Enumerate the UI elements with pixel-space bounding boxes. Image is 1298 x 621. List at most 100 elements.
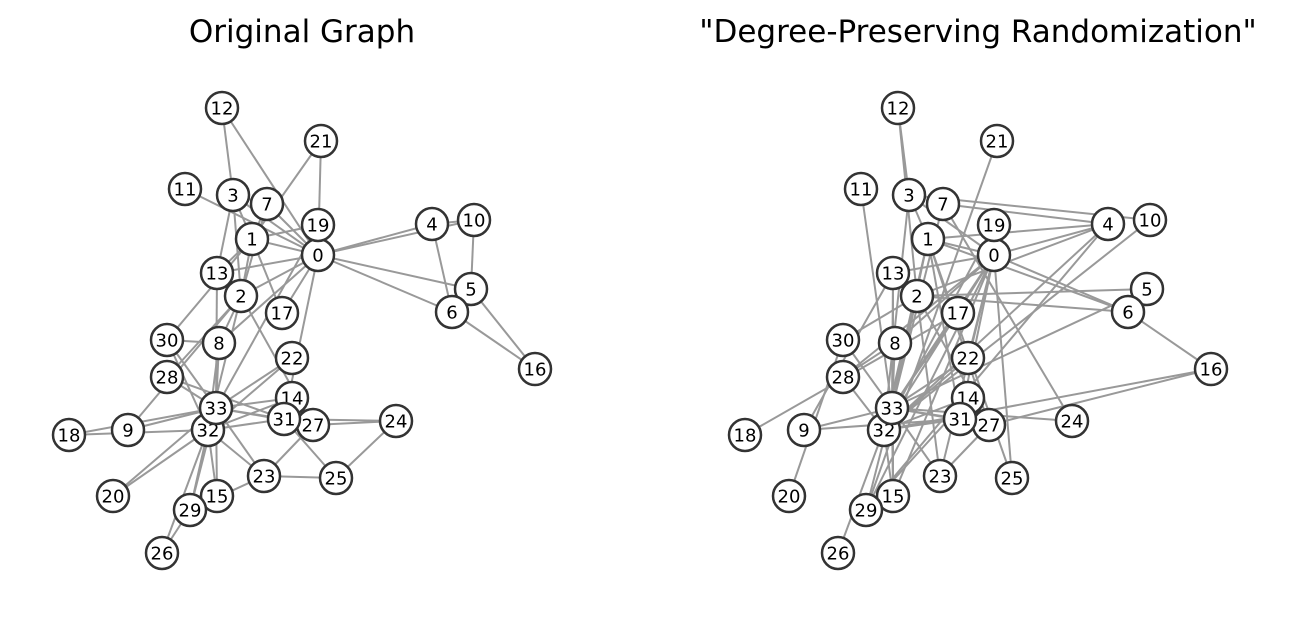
randomized-node-circle: [877, 325, 913, 361]
original-node-label: 27: [302, 416, 325, 437]
original-node-label: 30: [156, 331, 179, 352]
randomized-node-16: 16: [1193, 351, 1229, 387]
original-graph-edges: [68, 107, 536, 554]
randomized-edge-17-33: [891, 312, 959, 409]
original-node-label: 28: [156, 368, 179, 389]
randomized-node-circle: [771, 478, 807, 514]
randomized-node-circle: [899, 278, 935, 314]
randomized-node-31: 31: [942, 401, 978, 437]
original-node-label: 0: [312, 246, 323, 267]
randomized-edge-2-4: [916, 223, 1109, 297]
randomized-node-label: 29: [855, 501, 878, 522]
original-node-5: 5: [453, 271, 489, 307]
original-node-circle: [414, 206, 450, 242]
randomized-edge-1-6: [927, 238, 1129, 313]
original-node-8: 8: [201, 325, 237, 361]
original-node-circle: [199, 478, 235, 514]
randomized-node-circle: [925, 186, 961, 222]
original-node-circle: [456, 202, 492, 238]
original-edge-0-3: [232, 194, 319, 256]
original-node-circle: [144, 535, 180, 571]
randomized-node-circle: [1090, 206, 1126, 242]
randomized-node-label: 20: [778, 487, 801, 508]
randomized-node-8: 8: [877, 325, 913, 361]
randomized-node-circle: [950, 340, 986, 376]
original-node-circle: [167, 171, 203, 207]
randomized-edge-11-33: [860, 188, 893, 409]
original-node-31: 31: [266, 401, 302, 437]
randomized-node-19: 19: [976, 207, 1012, 243]
randomized-edge-21-29: [865, 140, 998, 511]
original-node-27: 27: [295, 407, 331, 443]
randomized-node-label: 3: [903, 186, 914, 207]
original-node-label: 16: [524, 360, 547, 381]
original-node-circle: [300, 207, 336, 243]
original-node-circle: [172, 492, 208, 528]
original-node-26: 26: [144, 535, 180, 571]
randomized-node-3: 3: [891, 177, 927, 213]
randomized-node-circle: [727, 417, 763, 453]
original-node-19: 19: [300, 207, 336, 243]
randomized-node-circle: [820, 535, 856, 571]
original-node-28: 28: [149, 359, 185, 395]
original-node-29: 29: [172, 492, 208, 528]
original-node-circle: [149, 359, 185, 395]
original-node-10: 10: [456, 202, 492, 238]
randomized-node-circle: [942, 401, 978, 437]
randomized-node-label: 2: [911, 287, 922, 308]
original-edge-20-32: [112, 429, 209, 497]
randomized-edge-7-24: [942, 203, 1073, 422]
randomized-node-4: 4: [1090, 206, 1126, 242]
randomized-node-30: 30: [825, 322, 861, 358]
original-node-22: 22: [274, 340, 310, 376]
randomized-edge-2-23: [916, 295, 941, 477]
original-node-label: 9: [122, 421, 133, 442]
original-node-label: 24: [385, 412, 408, 433]
randomized-edge-5-2: [916, 288, 1148, 297]
randomized-node-circle: [976, 207, 1012, 243]
original-graph-nodes: 0123456789101112131415161718192021222324…: [51, 90, 553, 571]
randomized-node-label: 13: [882, 264, 905, 285]
randomized-node-label: 25: [1001, 469, 1024, 490]
randomized-node-label: 6: [1122, 303, 1133, 324]
randomized-node-circle: [825, 359, 861, 395]
randomized-edge-1-4: [927, 223, 1109, 240]
original-node-circle: [453, 271, 489, 307]
randomized-node-22: 22: [950, 340, 986, 376]
original-node-label: 1: [246, 230, 257, 251]
original-node-18: 18: [51, 417, 87, 453]
randomized-node-circle: [979, 123, 1015, 159]
original-node-circle: [274, 340, 310, 376]
original-graph-title: Original Graph: [188, 14, 416, 50]
randomized-edge-0-3: [908, 194, 995, 256]
randomized-edge-0-28: [842, 254, 995, 378]
randomized-node-label: 21: [986, 132, 1009, 153]
randomized-edge-4-32: [883, 223, 1109, 431]
randomized-node-2: 2: [899, 278, 935, 314]
original-node-7: 7: [249, 186, 285, 222]
original-node-circle: [149, 322, 185, 358]
randomized-node-circle: [994, 460, 1030, 496]
randomized-node-label: 23: [929, 467, 952, 488]
randomized-node-25: 25: [994, 460, 1030, 496]
original-node-11: 11: [167, 171, 203, 207]
randomized-node-circle: [1054, 403, 1090, 439]
randomized-node-label: 24: [1061, 412, 1084, 433]
randomized-node-label: 19: [983, 216, 1006, 237]
original-node-label: 21: [310, 132, 333, 153]
original-node-circle: [215, 177, 251, 213]
original-node-label: 11: [174, 180, 197, 201]
original-node-6: 6: [434, 294, 470, 330]
original-node-30: 30: [149, 322, 185, 358]
randomized-node-circle: [1110, 294, 1146, 330]
randomized-node-6: 6: [1110, 294, 1146, 330]
original-node-circle: [110, 412, 146, 448]
randomized-node-label: 11: [850, 180, 873, 201]
original-node-label: 19: [307, 216, 330, 237]
randomized-edge-16-27: [988, 368, 1212, 426]
original-node-2: 2: [223, 278, 259, 314]
original-node-circle: [51, 417, 87, 453]
randomized-node-13: 13: [875, 255, 911, 291]
randomized-node-26: 26: [820, 535, 856, 571]
randomized-node-33: 33: [874, 390, 910, 426]
